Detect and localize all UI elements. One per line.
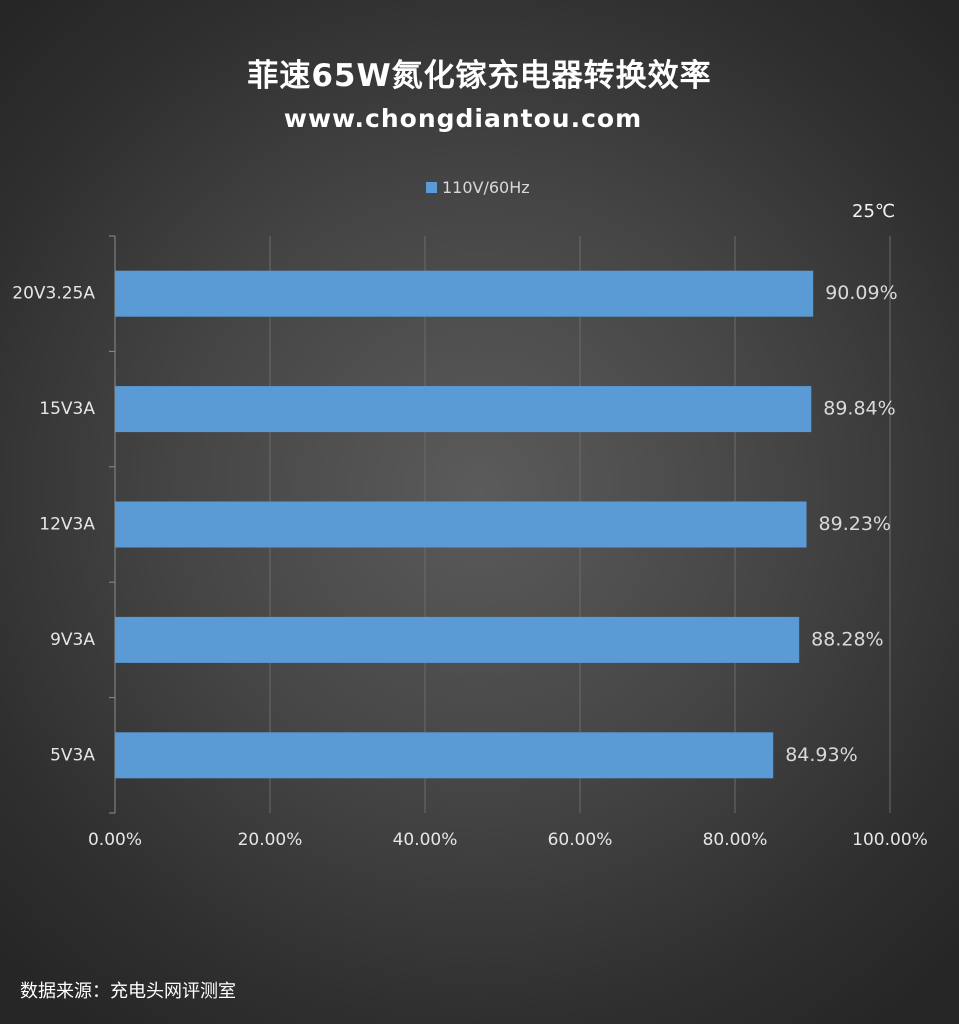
bar (115, 501, 807, 548)
chart-title: 菲速65W氮化镓充电器转换效率 (247, 58, 712, 94)
data-source-note: 数据来源：充电头网评测室 (20, 981, 236, 1002)
value-label: 88.28% (811, 628, 883, 650)
bar (115, 616, 800, 663)
bar (115, 732, 774, 779)
x-tick-label: 80.00% (703, 830, 768, 850)
legend-label: 110V/60Hz (442, 177, 530, 197)
chart-subtitle: www.chongdiantou.com (283, 104, 643, 133)
x-tick-label: 60.00% (548, 830, 613, 850)
value-label: 84.93% (785, 744, 857, 766)
value-label: 89.84% (823, 398, 895, 420)
category-label: 5V3A (50, 745, 95, 765)
x-tick-label: 40.00% (393, 830, 458, 850)
legend: 110V/60Hz (426, 177, 530, 197)
value-label: 89.23% (819, 513, 891, 535)
category-label: 9V3A (50, 630, 95, 650)
x-tick-label: 100.00% (852, 830, 928, 850)
temperature-note: 25℃ (852, 201, 896, 222)
category-label: 20V3.25A (12, 284, 95, 304)
x-tick-label: 0.00% (88, 830, 142, 850)
legend-swatch (426, 181, 437, 193)
category-label: 12V3A (39, 515, 95, 535)
bar (115, 386, 812, 433)
x-tick-label: 20.00% (238, 830, 303, 850)
bar (115, 270, 814, 317)
category-label: 15V3A (39, 399, 95, 419)
value-label: 90.09% (825, 282, 897, 304)
